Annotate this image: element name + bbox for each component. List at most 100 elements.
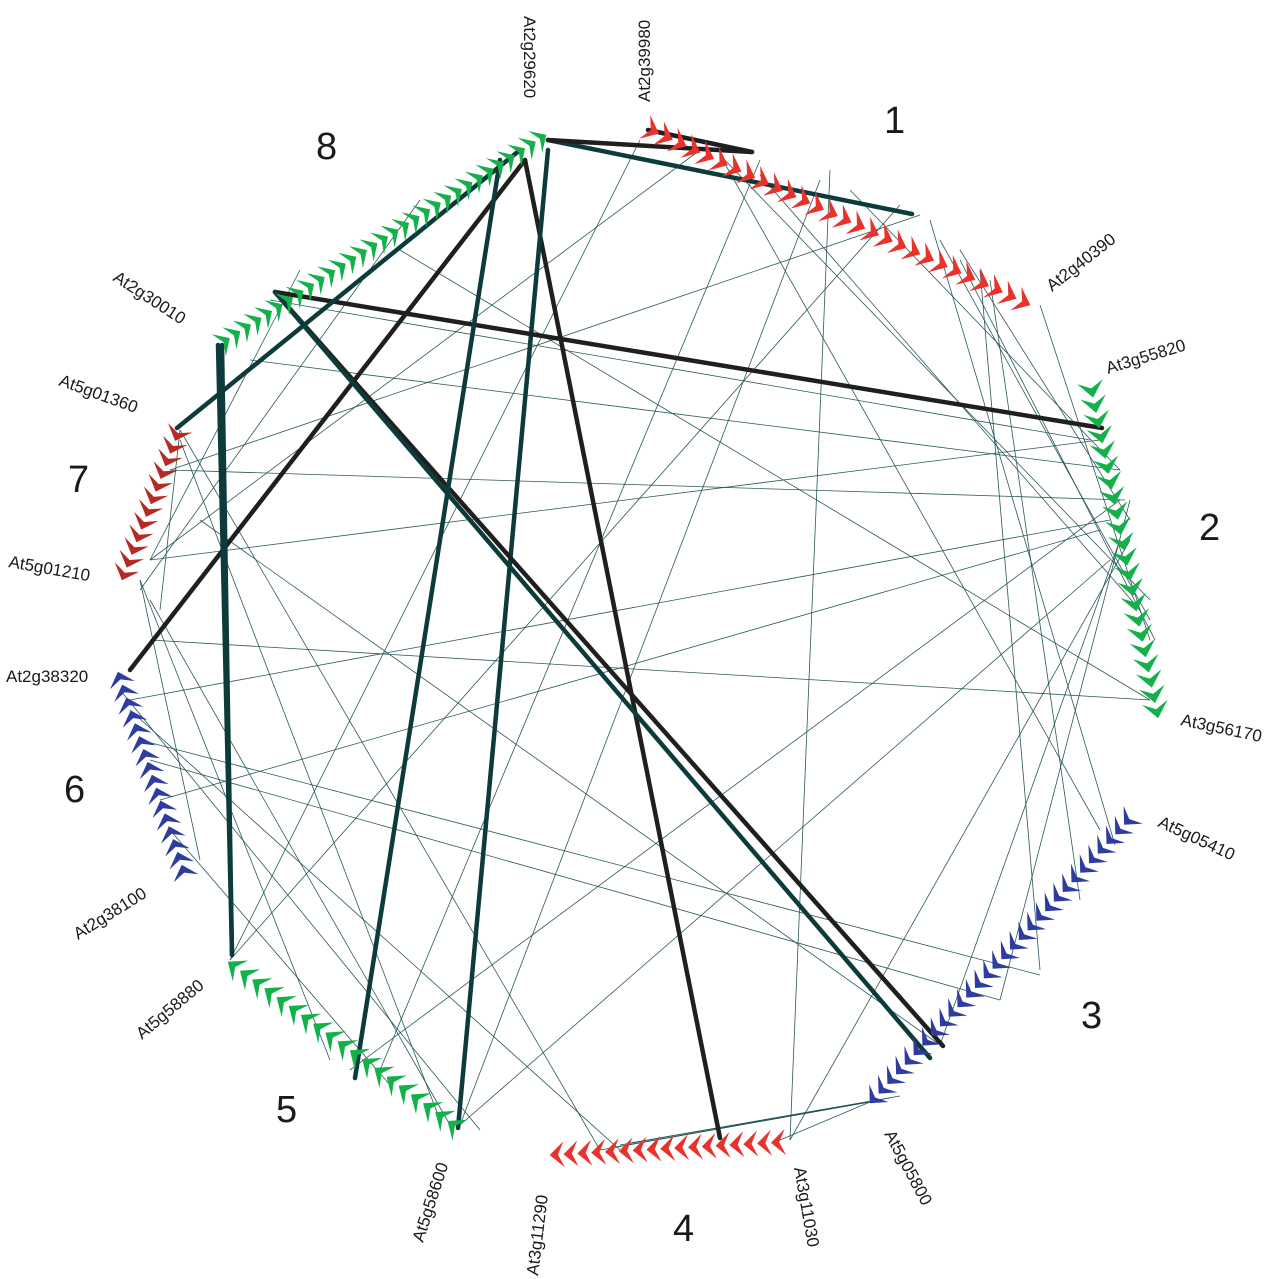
thin-connection-line — [129, 709, 621, 1151]
gene-arrow — [412, 205, 431, 228]
segment-8-arrows — [211, 131, 547, 357]
thin-connection-line — [169, 214, 921, 471]
gene-arrow — [605, 1138, 621, 1165]
gene-arrow — [845, 210, 866, 234]
gene-arrow — [818, 197, 838, 222]
thin-connection-line — [789, 539, 1131, 1141]
segment-3-arrows — [869, 806, 1143, 1104]
gene-arrow — [156, 813, 182, 831]
thin-connection-line — [379, 159, 761, 1071]
segment-1-arrows — [639, 115, 1031, 311]
gene-arrow — [211, 334, 230, 357]
gene-arrow — [900, 235, 921, 260]
gene-arrow — [158, 448, 183, 467]
gene-arrow — [1077, 379, 1103, 398]
gene-arrow — [957, 988, 977, 1008]
segment-label-2: 2 — [1199, 507, 1220, 549]
gene-arrow — [401, 212, 420, 235]
thin-connection-line — [149, 759, 1001, 1001]
gene-arrow — [757, 1129, 773, 1156]
gene-arrow — [930, 1017, 950, 1036]
gene-arrow — [325, 1031, 346, 1053]
gene-arrow — [114, 684, 139, 703]
gene-arrow — [1129, 638, 1156, 658]
gene-arrow — [285, 286, 304, 309]
gene-arrow — [338, 252, 357, 275]
gene-arrow — [1083, 409, 1109, 429]
gene-arrow — [443, 185, 462, 207]
gene-arrow — [969, 267, 989, 292]
gene-arrow — [743, 1130, 759, 1157]
thin-connection-line — [149, 149, 701, 561]
gene-arrow — [1126, 623, 1153, 642]
thin-connection-line — [129, 519, 1111, 701]
gene-arrow — [1000, 940, 1020, 960]
thin-connection-line — [269, 299, 1091, 441]
gene-arrow — [1044, 892, 1064, 912]
gene-arrow — [129, 524, 154, 543]
thick-connection-line — [545, 137, 755, 155]
thin-connection-line — [349, 499, 1121, 1071]
thin-connection-line — [399, 249, 1151, 701]
gene-arrow — [1135, 669, 1162, 688]
gene-arrow — [790, 185, 811, 209]
thin-connection-lines — [119, 139, 1156, 1151]
gene-arrow — [928, 248, 948, 273]
gene-arrow — [869, 1084, 889, 1104]
gene-arrow — [688, 1133, 704, 1160]
gene-arrow — [139, 761, 165, 780]
gene-arrow — [374, 1066, 395, 1088]
gene-arrow — [1139, 684, 1165, 703]
gene-label-at5g05410: At5g05410 — [1155, 812, 1238, 864]
thin-connection-line — [979, 269, 1041, 971]
gene-arrow — [996, 280, 1017, 304]
gene-arrow — [276, 995, 297, 1017]
gene-arrow — [114, 562, 140, 581]
gene-arrow — [804, 191, 824, 215]
gene-arrow — [127, 723, 152, 741]
gene-arrow — [735, 159, 756, 184]
gene-arrow — [119, 549, 144, 568]
segment-5-arrows — [227, 960, 468, 1141]
gene-arrow — [313, 1022, 334, 1044]
thick-connection-line — [127, 157, 528, 673]
gene-arrow — [1120, 592, 1146, 612]
gene-arrow — [763, 172, 783, 196]
segment-6-arrows — [110, 671, 199, 883]
gene-arrow — [1089, 440, 1115, 459]
gene-arrow — [1142, 699, 1168, 719]
thin-connection-line — [929, 219, 1116, 846]
gene-arrow — [1114, 562, 1140, 581]
gene-arrow — [674, 1134, 690, 1161]
gene-arrow — [1132, 654, 1159, 673]
thin-connection-line — [149, 639, 1151, 701]
gene-arrow — [227, 960, 249, 982]
gene-arrow — [496, 151, 515, 174]
gene-arrow — [878, 1074, 898, 1094]
gene-arrow — [694, 140, 714, 165]
gene-arrow — [591, 1138, 607, 1165]
gene-arrow — [124, 537, 149, 555]
thick-connection-lines — [127, 127, 1105, 1141]
gene-arrow — [1018, 921, 1038, 940]
thin-connection-line — [989, 279, 1081, 901]
gene-arrow — [169, 852, 195, 870]
gene-arrow — [549, 1141, 565, 1168]
gene-label-at3g11290: At3g11290 — [523, 1194, 552, 1277]
gene-arrow — [507, 144, 526, 167]
gene-arrow — [410, 1093, 432, 1115]
gene-arrow — [337, 1040, 358, 1062]
gene-arrow — [349, 1048, 371, 1070]
gene-arrow — [992, 950, 1012, 969]
gene-arrow — [1105, 516, 1131, 535]
thick-connection-line — [545, 137, 915, 217]
gene-arrow — [243, 313, 262, 336]
gene-arrow — [148, 473, 173, 492]
gene-arrow — [577, 1139, 593, 1166]
thin-connection-line — [789, 169, 831, 1141]
thin-connection-line — [139, 579, 331, 1061]
gene-arrow — [1071, 863, 1091, 883]
segment-7-arrows — [114, 423, 193, 581]
gene-arrow — [1086, 424, 1112, 444]
gene-arrow — [517, 137, 536, 160]
